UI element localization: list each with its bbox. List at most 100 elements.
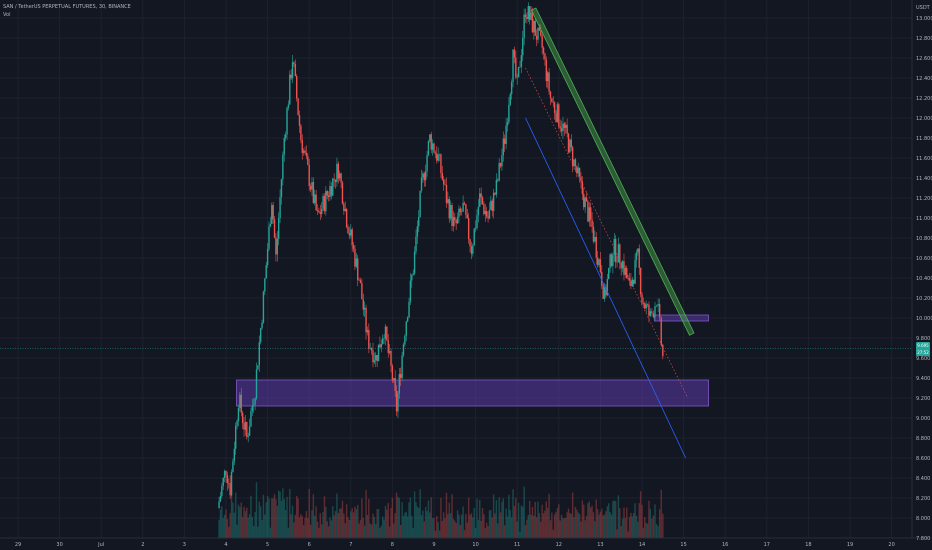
volume-bar <box>408 502 410 538</box>
volume-bar <box>476 498 478 538</box>
volume-bar <box>610 514 613 538</box>
candle-body <box>632 279 635 284</box>
volume-bar <box>641 504 643 538</box>
volume-bar <box>307 517 309 538</box>
candle-body <box>530 12 532 20</box>
candle-body <box>627 278 629 279</box>
volume-bar <box>479 499 481 538</box>
candle-body <box>459 208 462 212</box>
volume-bar <box>305 511 308 538</box>
descending-channel <box>530 7 695 336</box>
candle-body <box>470 246 473 254</box>
volume-bar <box>662 513 664 538</box>
volume-bar <box>352 512 355 538</box>
candle-body <box>293 62 295 65</box>
candle-body <box>380 344 383 348</box>
volume-bar <box>386 509 388 538</box>
candle-body <box>477 206 480 216</box>
candle-body <box>372 350 374 363</box>
volume-bar <box>239 507 241 538</box>
volume-bar <box>246 507 248 538</box>
volume-bar <box>326 521 328 538</box>
candle-body <box>492 192 495 211</box>
candle-body <box>218 501 220 508</box>
volume-bar <box>614 501 617 538</box>
support-zone <box>235 379 709 407</box>
candle-body <box>387 340 389 353</box>
volume-bar <box>315 506 317 538</box>
volume-bar <box>588 501 591 538</box>
candle-body <box>329 186 331 197</box>
volume-bar <box>481 508 484 538</box>
drawing-lines[interactable] <box>525 7 695 459</box>
volume-bar <box>433 517 435 538</box>
volume-bar <box>323 496 326 538</box>
candle-body <box>580 176 582 182</box>
candle-body <box>250 411 252 427</box>
volume-bar <box>430 497 432 538</box>
price-axis[interactable]: 13.000 12.800 12.600 12.400 12.200 12.000 11.8… <box>916 16 932 542</box>
candle-body <box>562 123 564 132</box>
candle-body <box>400 373 402 379</box>
candle-body <box>320 209 323 215</box>
volume-bar <box>583 504 585 538</box>
volume-bar <box>376 509 378 538</box>
volume-bar <box>411 515 413 538</box>
volume-bar <box>275 499 277 538</box>
symbol-title[interactable]: SAN / TetherUS PERPETUAL FUTURES, 30, BI… <box>3 4 131 10</box>
candle-body <box>556 104 559 122</box>
candle-body <box>458 208 460 217</box>
candle-body <box>370 348 373 351</box>
volume-bar <box>517 502 520 538</box>
price-tick-label: 11.800 <box>916 136 932 142</box>
volume-bar <box>627 531 629 538</box>
volume-bar <box>438 530 441 538</box>
volume-bar <box>271 498 273 538</box>
volume-bar <box>651 518 653 538</box>
volume-bar <box>405 511 407 538</box>
volume-label[interactable]: Vol <box>3 12 11 18</box>
volume-bar <box>347 517 349 538</box>
volume-bar <box>334 511 337 538</box>
candle-body <box>391 365 394 381</box>
candle-body <box>418 216 420 227</box>
candle-body <box>594 236 596 242</box>
candle-body <box>524 14 527 17</box>
candle-body <box>434 152 437 154</box>
price-tick-label: 12.400 <box>916 76 932 82</box>
volume-bar <box>293 522 295 538</box>
candle-body <box>551 97 553 102</box>
candle-body <box>258 342 260 366</box>
candle-body <box>598 259 600 266</box>
candle-body <box>298 115 301 126</box>
volume-bar <box>494 513 496 538</box>
candle-body <box>223 470 226 478</box>
volume-bar <box>413 491 416 538</box>
candle-body <box>344 209 346 212</box>
volume-bar <box>355 509 358 538</box>
time-axis[interactable]: 29 30 Jul 2 3 4 5 6 7 8 9 10 11 12 13 14 15 16 17 18 19 20 <box>15 542 895 548</box>
volume-bar <box>577 512 579 538</box>
time-tick-label: 11 <box>514 542 520 548</box>
candle-body <box>558 104 560 127</box>
time-tick-label: 6 <box>308 542 311 548</box>
volume-bar <box>230 490 233 538</box>
candle-body <box>271 204 273 224</box>
candle-body <box>307 156 309 165</box>
volume-bar <box>351 508 353 538</box>
volume-bar <box>272 498 274 538</box>
candle-body <box>357 258 359 281</box>
price-tick-label: 8.600 <box>916 456 930 462</box>
price-tick-label: 9.600 <box>916 356 930 362</box>
volume-bar <box>473 508 475 538</box>
price-tick-label: 13.000 <box>916 16 932 22</box>
candle-body <box>613 238 615 255</box>
candle-body <box>646 304 649 306</box>
volume-bar <box>221 506 223 538</box>
volume-bar <box>606 506 609 538</box>
candle-body <box>239 394 241 408</box>
candle-body <box>660 317 662 345</box>
volume-bar <box>336 493 338 538</box>
candle-body <box>401 355 403 379</box>
